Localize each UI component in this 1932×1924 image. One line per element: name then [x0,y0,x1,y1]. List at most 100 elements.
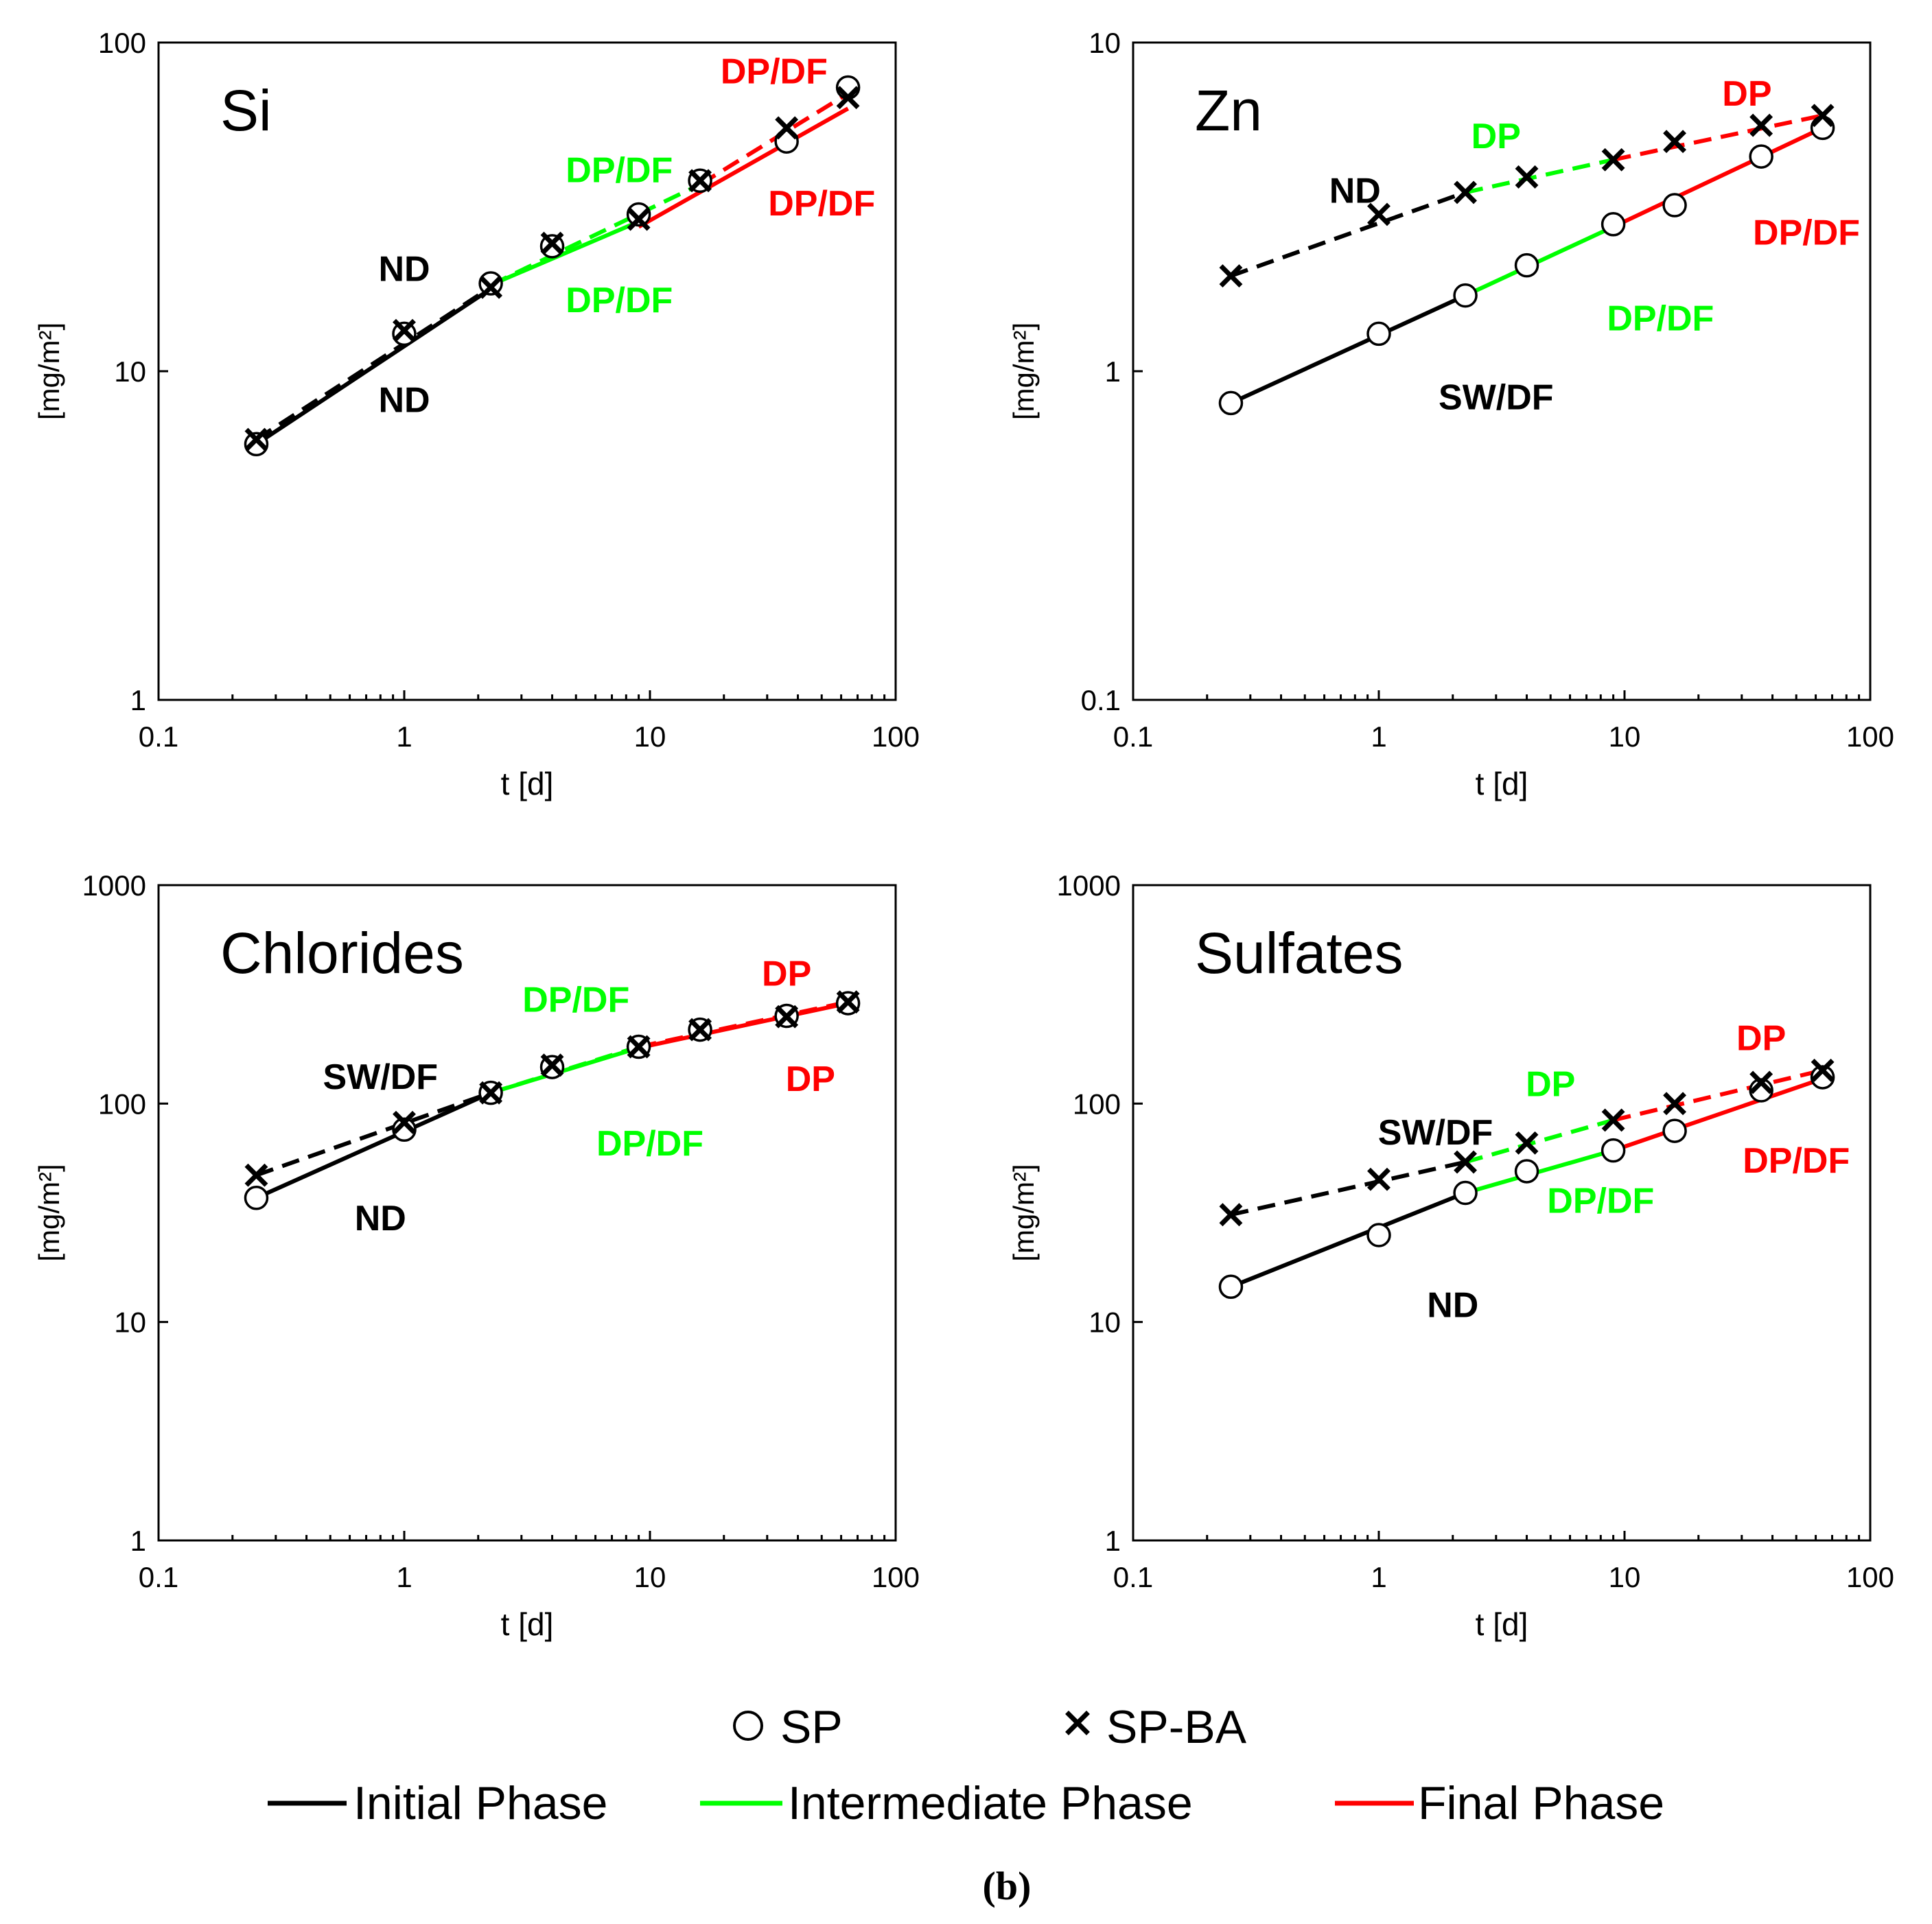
x-tick-label: 100 [1846,1561,1894,1593]
data-point-sp-ba [688,169,712,193]
fit-line-sp-ba-intermediate [1465,157,1614,195]
x-tick-label: 10 [1609,720,1641,753]
cross-stroke [1663,130,1687,154]
data-point-sp-ba [1515,1131,1539,1155]
cross-stroke [688,1018,712,1042]
cross-stroke [244,1163,268,1187]
fit-line-sp-intermediate [1464,224,1614,298]
cross-stroke [1454,1150,1478,1174]
axis-ticks [157,41,897,701]
cross-stroke [244,427,268,451]
y-tick-label: 10 [1089,27,1121,59]
fit-line-sp-ba-initial [1230,190,1467,278]
cross-stroke [836,86,860,110]
data-point-sp-ba [1367,202,1390,226]
x-axis-label: t [d] [501,1606,554,1642]
fit-line-sp-initial [255,1090,492,1200]
cross-stroke [627,1035,651,1059]
cross-stroke [1219,264,1243,288]
x-tick-label: 1 [1371,720,1386,753]
cross-stroke [540,231,564,255]
phase-annotation: ND [378,380,430,420]
data-point-sp-ba [1219,264,1243,288]
phase-annotation: DP [786,1059,835,1099]
fit-line-sp-final [1612,126,1824,229]
fit-line-sp-intermediate [489,220,640,288]
cross-stroke [688,169,712,193]
y-tick-label: 100 [1073,1088,1121,1120]
cross-stroke [479,275,503,299]
y-tick-label: 1 [130,684,146,716]
phase-annotation: DP/DF [596,1124,703,1164]
fit-lines [1230,1068,1824,1289]
series-sp [1218,1065,1835,1300]
data-point-sp-ba [1663,1092,1687,1116]
x-axis-label: t [d] [1476,1606,1528,1642]
legend-marker-sp-ba [1065,1711,1090,1735]
cross-stroke [479,1081,503,1105]
data-point-sp [1218,1274,1244,1300]
phase-annotation: DP/DF [566,281,673,320]
data-point-sp-ba [1454,1150,1478,1174]
data-point-sp [1601,212,1626,237]
panel-title: Si [220,78,272,143]
data-point-sp-ba [1749,1070,1773,1094]
chart-panel-zn: 0.1 1 10 100 0.1 1 10 t [d] [mg/m²] Zn ND SW/DF DP DP… [1008,27,1894,801]
data-point-sp [1749,144,1773,169]
cross-stroke [393,318,416,342]
phase-annotation: DP/DF [522,980,629,1020]
data-point-sp-ba [775,1005,799,1029]
panel-title: Zn [1195,78,1262,143]
cross-stroke [1601,148,1625,172]
cross-stroke [1811,1058,1835,1082]
x-tick-label: 0.1 [1113,1561,1153,1593]
cross-stroke [393,1110,416,1134]
data-point-sp-ba [540,231,564,255]
phase-annotation: ND [1329,171,1381,211]
cross-stroke [836,990,860,1014]
phase-annotation: SW/DF [1439,378,1554,418]
y-tick-label: 1 [1105,1525,1121,1557]
x-tick-label: 10 [634,1561,666,1593]
data-point-sp-ba [627,207,651,231]
y-axis-label: [mg/m²] [1008,1164,1040,1261]
data-point-sp-ba [836,990,860,1014]
phase-annotation: DP/DF [1743,1141,1850,1181]
data-point-sp [392,1117,417,1142]
data-point-sp [1662,193,1687,218]
fit-lines [255,91,850,446]
data-point-sp [626,202,651,227]
data-point-sp-ba [1601,148,1625,172]
fit-line-sp-ba-intermediate [489,183,701,287]
fit-line-sp-ba-final [638,1000,849,1049]
data-point-sp-ba [1601,1108,1625,1132]
data-point-sp [1514,1159,1539,1184]
legend-marker-sp [733,1711,763,1741]
panel-title: Chlorides [220,921,464,985]
phase-annotation: DP/DF [1753,213,1860,253]
cross-stroke [1454,180,1478,204]
fit-line-sp-intermediate [1465,1148,1614,1195]
phase-annotation: ND [1427,1285,1478,1325]
cross-stroke [1749,1070,1773,1094]
chart-panel-chlorides: 0.1 1 10 100 1 10 100 1000 t [d] [mg/m²] Chlorides… [33,869,920,1642]
axis-ticks [1132,884,1872,1542]
phase-annotation: ND [355,1199,406,1239]
fit-lines [255,1000,849,1200]
phase-annotation: DP [1526,1065,1575,1105]
cross-stroke [1811,104,1835,128]
fit-line-sp-initial [1230,293,1467,406]
y-tick-label: 10 [114,1306,146,1339]
data-point-sp-ba [627,1035,651,1059]
figure-label: (b) [983,1864,1032,1908]
chart-panel-sulfates: 0.1 1 10 100 1 10 100 1000 t [d] [mg/m²] Sulfates S… [1008,869,1894,1642]
fit-line-sp-ba-final [1612,113,1824,162]
cross-stroke [1601,1108,1625,1132]
series-sp-ba [1219,104,1835,288]
cross-stroke [1749,113,1773,137]
data-point-sp [1662,1118,1687,1143]
cross-stroke [775,1005,799,1029]
cross-stroke [627,207,651,231]
phase-annotation: DP/DF [1547,1182,1654,1221]
y-axis-label: [mg/m²] [33,1164,65,1261]
